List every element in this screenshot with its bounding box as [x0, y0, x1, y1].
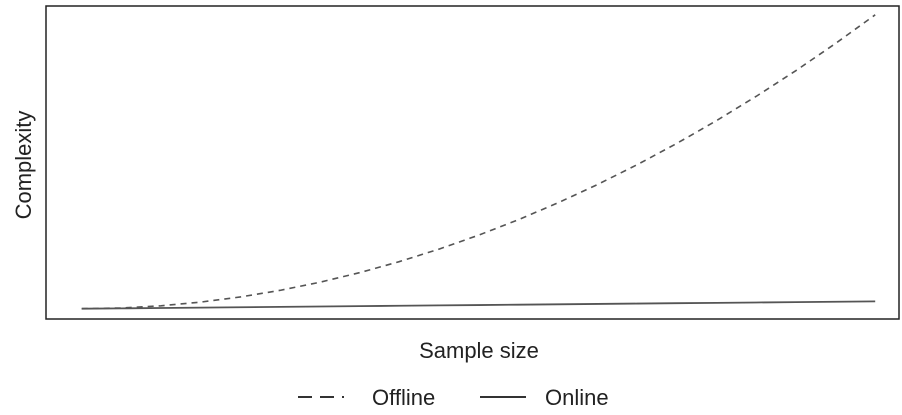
legend-label-online: Online	[545, 385, 609, 410]
legend: Offline Online	[298, 385, 609, 410]
plot-frame	[45, 5, 900, 320]
series-layer	[81, 14, 876, 310]
legend-label-offline: Offline	[372, 385, 435, 410]
y-axis-label: Complexity	[11, 111, 36, 220]
series-line-offline	[81, 14, 876, 310]
x-axis-label: Sample size	[419, 338, 539, 363]
series-line-online	[81, 300, 876, 310]
